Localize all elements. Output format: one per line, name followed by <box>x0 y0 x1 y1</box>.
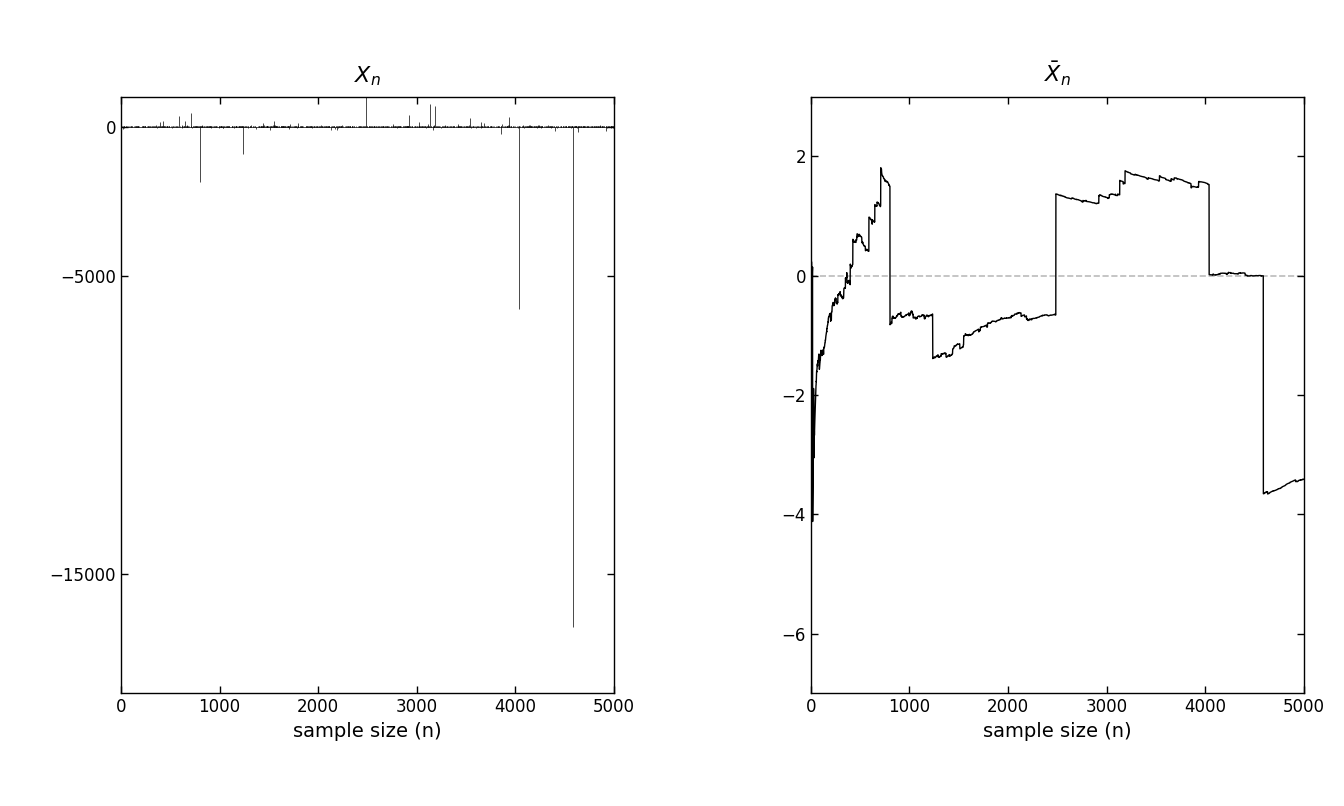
X-axis label: sample size (n): sample size (n) <box>293 721 442 741</box>
X-axis label: sample size (n): sample size (n) <box>982 721 1132 741</box>
Title: $\bar{X}_n$: $\bar{X}_n$ <box>1044 60 1071 89</box>
Title: $X_n$: $X_n$ <box>353 64 380 89</box>
